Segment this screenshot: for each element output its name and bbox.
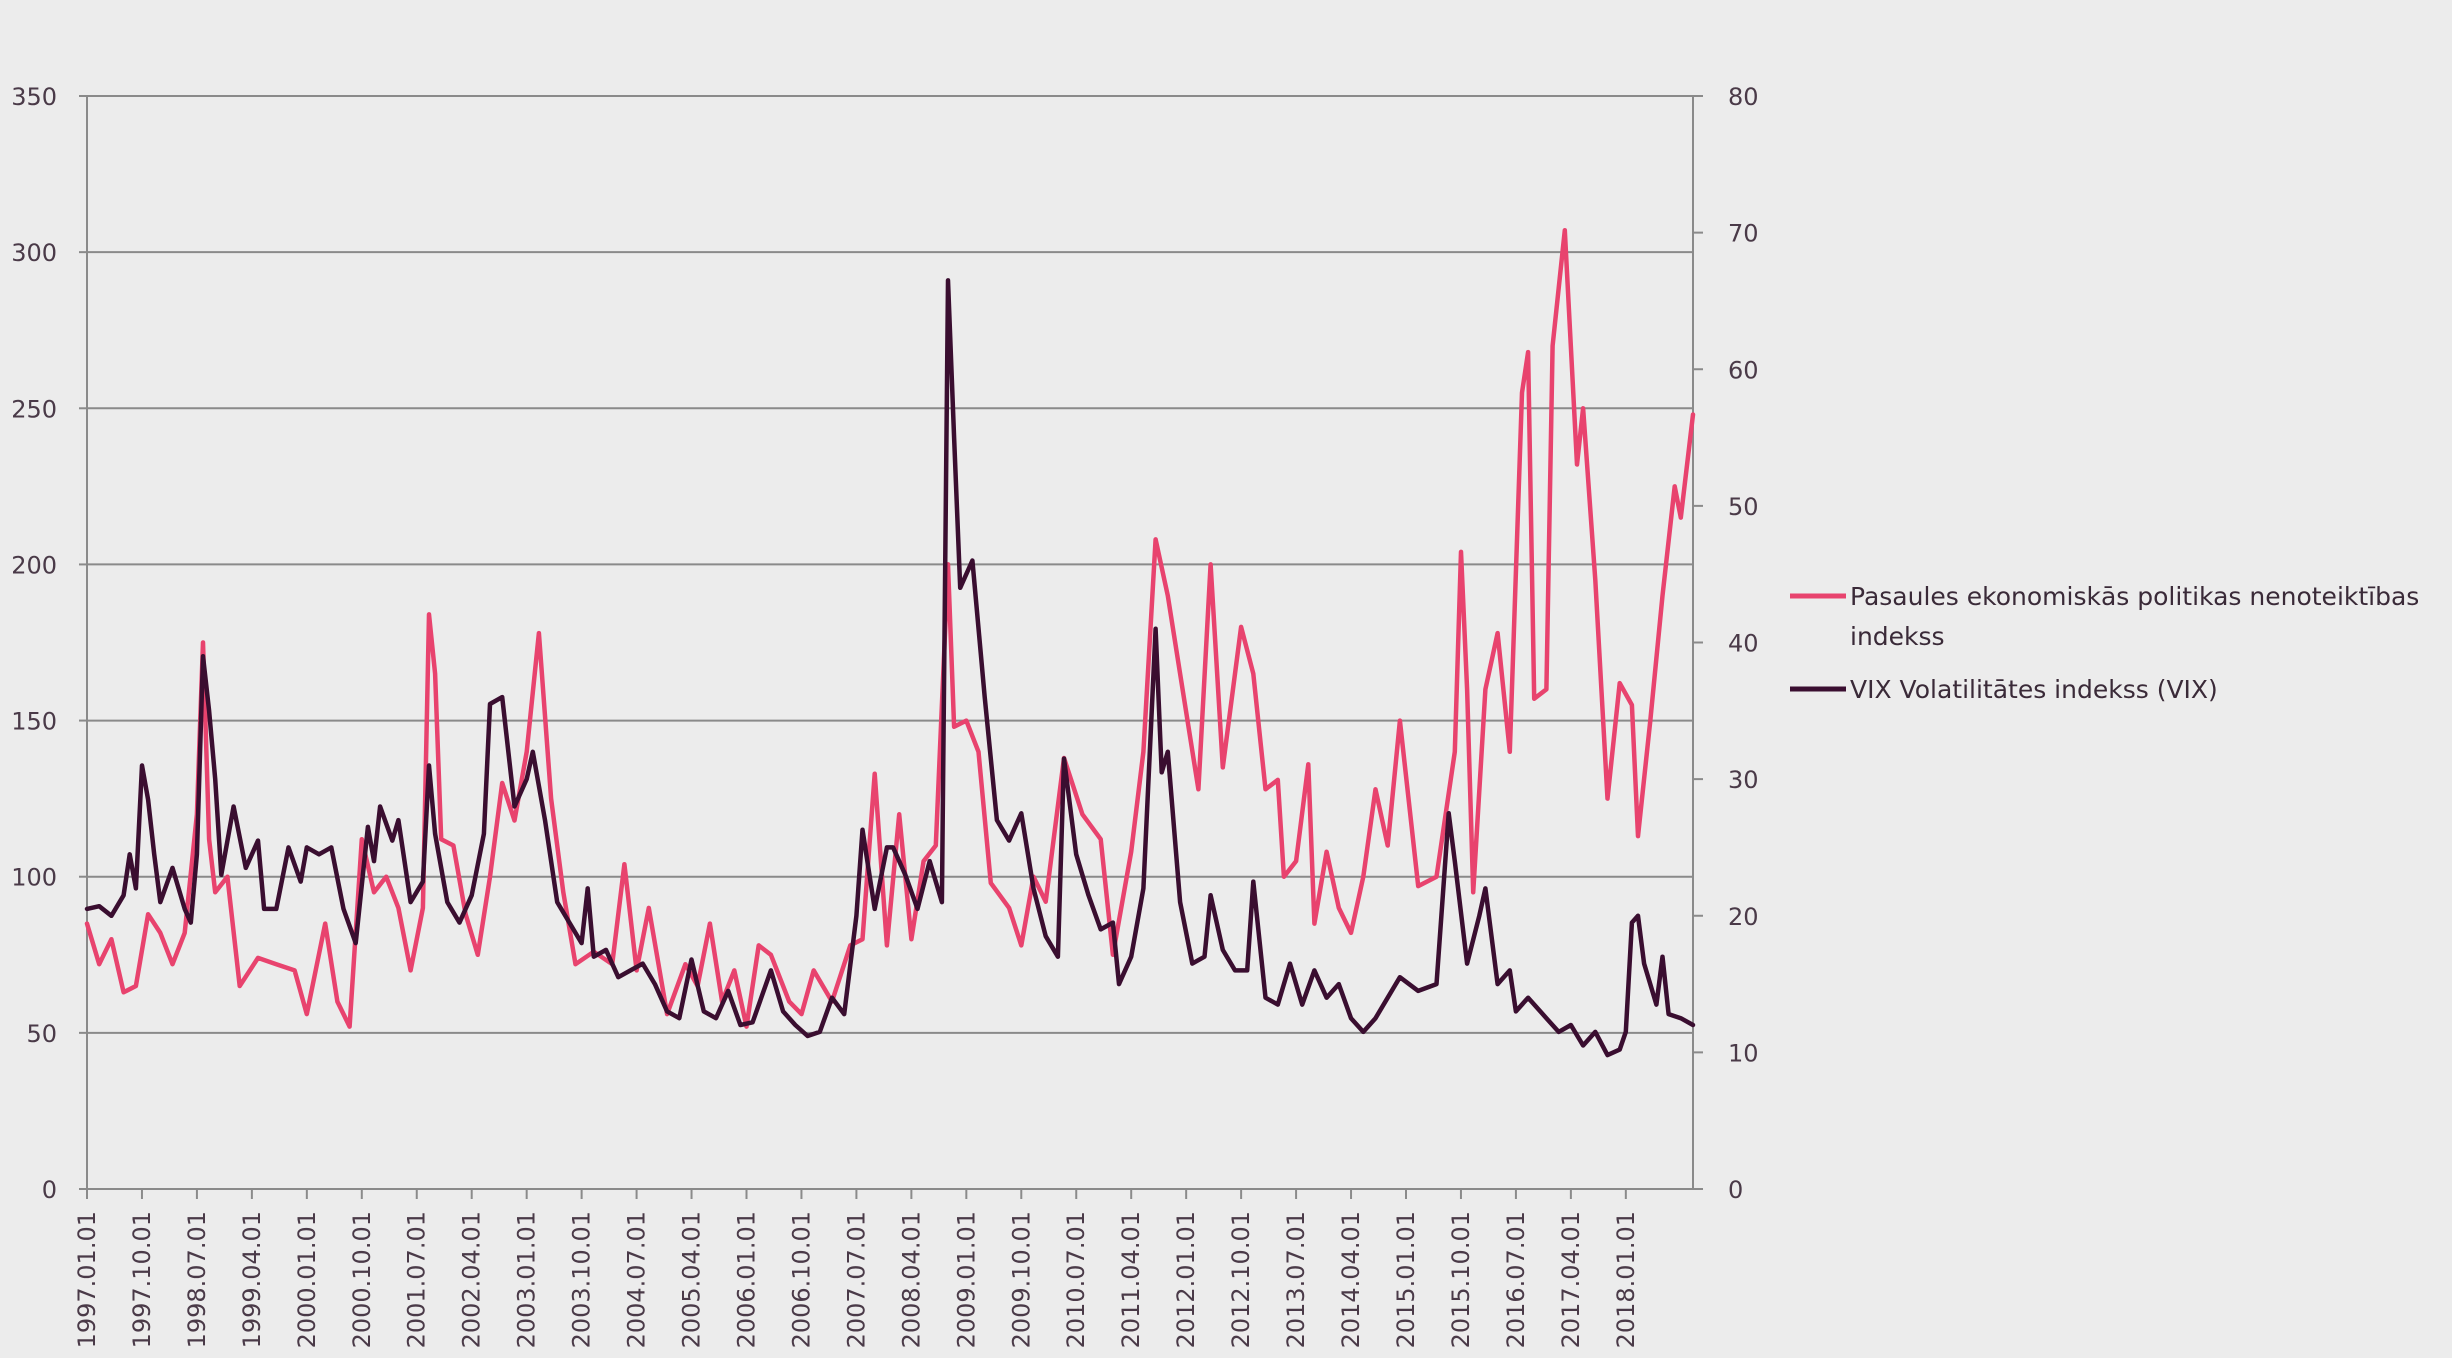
left-tick-label: 0: [42, 1176, 57, 1204]
left-tick-label: 300: [11, 239, 57, 267]
left-tick-label: 350: [11, 83, 57, 111]
x-tick-label: 1998.07.01: [183, 1211, 211, 1348]
x-tick-label: 2007.07.01: [842, 1211, 870, 1348]
x-tick-label: 2012.10.01: [1227, 1211, 1255, 1348]
x-tick-label: 1999.04.01: [238, 1211, 266, 1348]
x-tick-label: 2018.01.01: [1612, 1211, 1640, 1348]
legend-label-pasaules-line1: Pasaules ekonomiskās politikas nenoteikt…: [1850, 582, 2419, 611]
x-tick-label: 2008.04.01: [897, 1211, 925, 1348]
series-lines: [84, 228, 1696, 1058]
x-tick-label: 2014.04.01: [1337, 1211, 1365, 1348]
right-tick-label: 0: [1728, 1176, 1743, 1204]
gridlines: [87, 95, 1693, 1034]
x-axis-ticks: 1997.01.01 1997.10.01 1998.07.01 1999.04.01…: [73, 1189, 1640, 1348]
x-tick-label: 2000.01.01: [293, 1211, 321, 1348]
right-tick-label: 30: [1728, 766, 1759, 794]
left-tick-label: 200: [11, 551, 57, 579]
x-tick-label: 2016.07.01: [1502, 1211, 1530, 1348]
x-tick-label: 2015.10.01: [1447, 1211, 1475, 1348]
x-tick-label: 2009.10.01: [1007, 1211, 1035, 1348]
legend-label-vix: VIX Volatilitātes indekss (VIX): [1850, 675, 2218, 704]
x-tick-label: 2015.01.01: [1392, 1211, 1420, 1348]
x-tick-label: 1997.10.01: [128, 1211, 156, 1348]
x-tick-label: 2000.10.01: [348, 1211, 376, 1348]
x-tick-label: 2005.04.01: [678, 1211, 706, 1348]
left-y-axis-ticks: 0 50 100 150 200 250 300 350: [11, 83, 87, 1204]
x-tick-label: 2010.07.01: [1062, 1211, 1090, 1348]
x-tick-label: 2011.04.01: [1117, 1211, 1145, 1348]
x-tick-label: 2013.07.01: [1282, 1211, 1310, 1348]
x-tick-label: 2006.10.01: [787, 1211, 815, 1348]
legend: Pasaules ekonomiskās politikas nenoteikt…: [1790, 582, 2419, 704]
x-tick-label: 2009.01.01: [952, 1211, 980, 1348]
right-tick-label: 80: [1728, 83, 1759, 111]
x-tick-label: 2003.01.01: [513, 1211, 541, 1348]
series-line-vix: [84, 278, 1696, 1058]
x-tick-label: 2002.04.01: [458, 1211, 486, 1348]
x-tick-label: 2003.10.01: [568, 1211, 596, 1348]
x-tick-label: 2006.01.01: [732, 1211, 760, 1348]
axes: [86, 96, 1694, 1190]
right-tick-label: 10: [1728, 1039, 1759, 1067]
series-line-pasaules: [84, 228, 1696, 1029]
left-tick-label: 250: [11, 395, 57, 423]
left-tick-label: 150: [11, 708, 57, 736]
x-tick-label: 2001.07.01: [403, 1211, 431, 1348]
right-tick-label: 40: [1728, 630, 1759, 658]
left-tick-label: 100: [11, 864, 57, 892]
x-tick-label: 2004.07.01: [623, 1211, 651, 1348]
left-tick-label: 50: [26, 1020, 57, 1048]
x-tick-label: 2017.04.01: [1557, 1211, 1585, 1348]
right-tick-label: 50: [1728, 493, 1759, 521]
legend-label-pasaules-line2: indekss: [1850, 622, 1945, 651]
right-tick-label: 70: [1728, 220, 1759, 248]
right-tick-label: 60: [1728, 356, 1759, 384]
right-y-axis-ticks: 0 10 20 30 40 50 60 70 80: [1693, 83, 1759, 1204]
right-tick-label: 20: [1728, 903, 1759, 931]
x-tick-label: 2012.01.01: [1172, 1211, 1200, 1348]
x-tick-label: 1997.01.01: [73, 1211, 101, 1348]
